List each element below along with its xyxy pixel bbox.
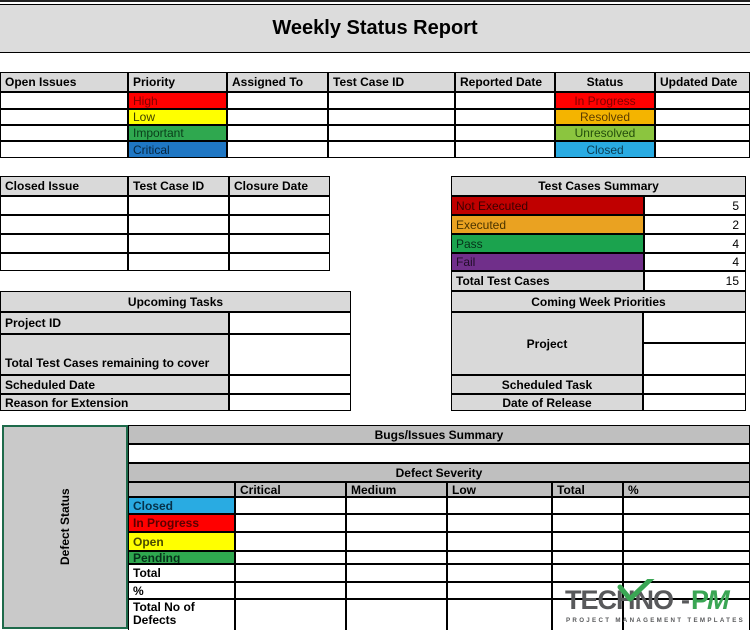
svg-text:PROJECT MANAGEMENT TEMPLATES: PROJECT MANAGEMENT TEMPLATES — [566, 617, 745, 624]
svg-text:-: - — [681, 585, 689, 615]
